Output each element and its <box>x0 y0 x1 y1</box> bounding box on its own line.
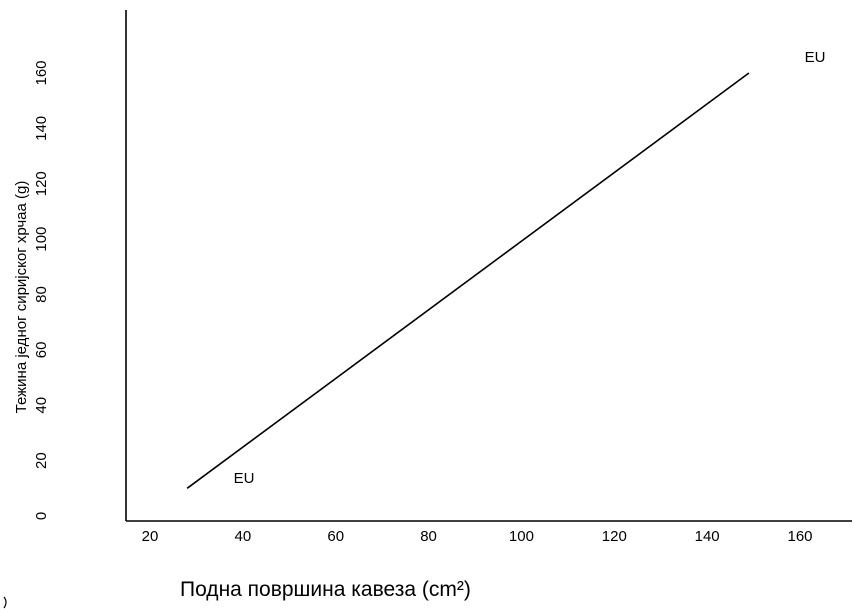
x-tick-label: 100 <box>509 528 534 545</box>
y-tick-label: 100 <box>33 227 50 252</box>
x-tick-label: 120 <box>602 528 627 545</box>
x-tick-labels: 20 40 60 80 100 120 140 160 <box>142 528 813 545</box>
x-tick-label: 80 <box>420 528 437 545</box>
y-tick-label: 160 <box>33 60 50 85</box>
annotation-label: EU <box>805 49 826 66</box>
y-tick-label: 0 <box>33 512 50 520</box>
y-tick-label: 60 <box>33 342 50 359</box>
series-lines <box>186 72 750 489</box>
annotation-label: EU <box>234 470 255 487</box>
x-tick-label: 60 <box>327 528 344 545</box>
x-tick-label: 140 <box>695 528 720 545</box>
clipped-glyph-fragment <box>0 596 12 609</box>
x-axis-label: Подна површина кавеза (cm²) <box>180 578 471 601</box>
x-tick-label: 40 <box>235 528 252 545</box>
y-tick-label: 120 <box>33 171 50 196</box>
y-tick-label: 20 <box>33 452 50 469</box>
y-tick-label: 40 <box>33 397 50 414</box>
x-tick-label: 20 <box>142 528 159 545</box>
y-tick-labels: 0 20 40 60 80 100 120 140 160 <box>33 60 50 520</box>
series-line <box>186 72 750 489</box>
x-tick-label: 160 <box>787 528 812 545</box>
annotations: EU EU <box>234 49 826 487</box>
y-tick-label: 140 <box>33 116 50 141</box>
y-tick-label: 80 <box>33 286 50 303</box>
y-axis-label: Тежина једног сиријског хрчаа (g) <box>13 181 30 414</box>
